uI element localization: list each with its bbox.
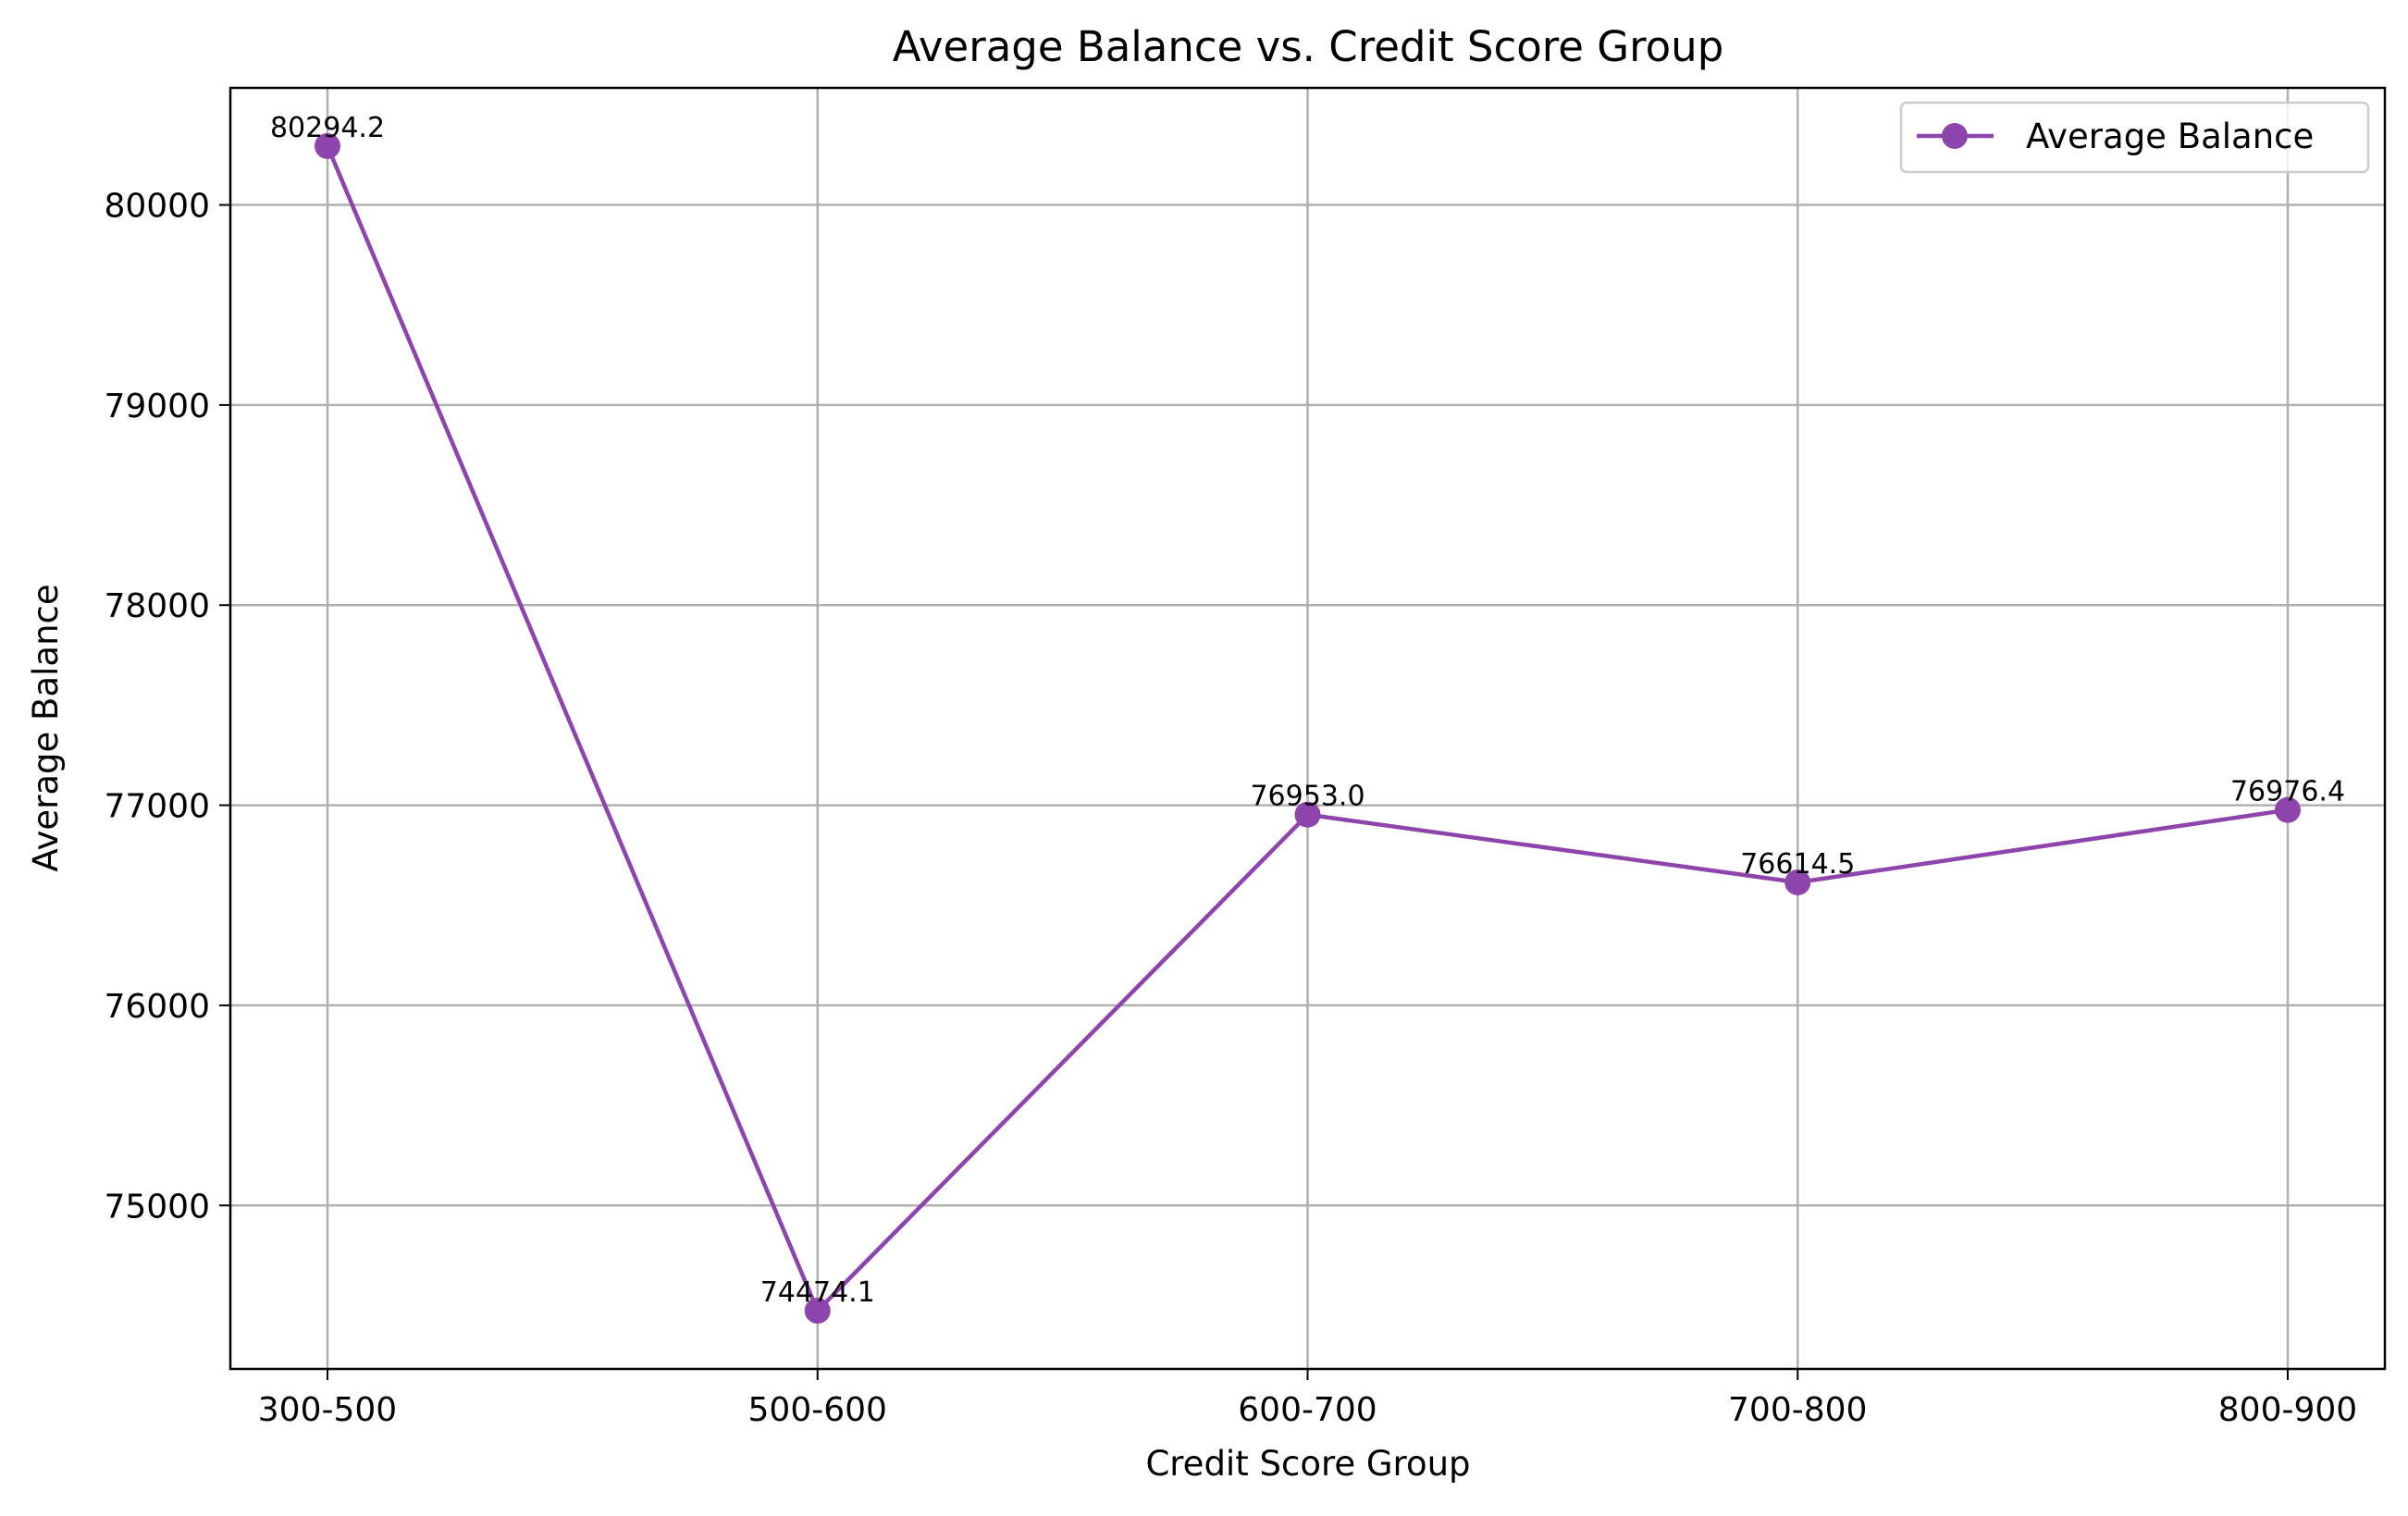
y-tick-label: 78000 [104,587,210,625]
data-point [315,132,340,159]
data-label: 74474.1 [760,1276,875,1309]
y-tick-label: 77000 [104,788,210,826]
legend-marker-swatch [1942,123,1968,149]
x-axis-label: Credit Score Group [1145,1444,1470,1484]
tick-layer: 75000 76000 77000 78000 79000 80000 300-500 500… [104,188,2357,1429]
y-tick-label: 79000 [104,388,210,425]
data-point [1294,801,1321,828]
data-point [804,1298,831,1325]
x-tick-label: 600-700 [1238,1391,1377,1429]
data-label-layer: 80294.2 74474.1 76953.0 76614.5 76976.4 [270,112,2345,1309]
chart-title: Average Balance vs. Credit Score Group [893,22,1724,71]
y-tick-label: 75000 [104,1188,210,1226]
data-point [2275,796,2301,823]
x-tick-label: 500-600 [748,1391,887,1429]
y-tick-label: 80000 [104,188,210,226]
x-tick-label: 700-800 [1728,1391,1867,1429]
y-tick-label: 76000 [104,988,210,1026]
plot-frame [228,86,2387,1371]
data-label: 76614.5 [1740,848,1855,881]
data-label: 80294.2 [270,112,385,144]
legend: Average Balance [1899,101,2370,174]
y-axis-label: Average Balance [26,584,66,871]
data-point [1784,869,1811,895]
series-layer [315,132,2301,1325]
legend-box [1899,101,2370,174]
x-tick-label: 800-900 [2218,1391,2357,1429]
legend-label: Average Balance [2026,117,2314,156]
data-label: 76976.4 [2230,776,2345,808]
x-tick-label: 300-500 [258,1391,397,1429]
data-label: 76953.0 [1250,781,1365,813]
